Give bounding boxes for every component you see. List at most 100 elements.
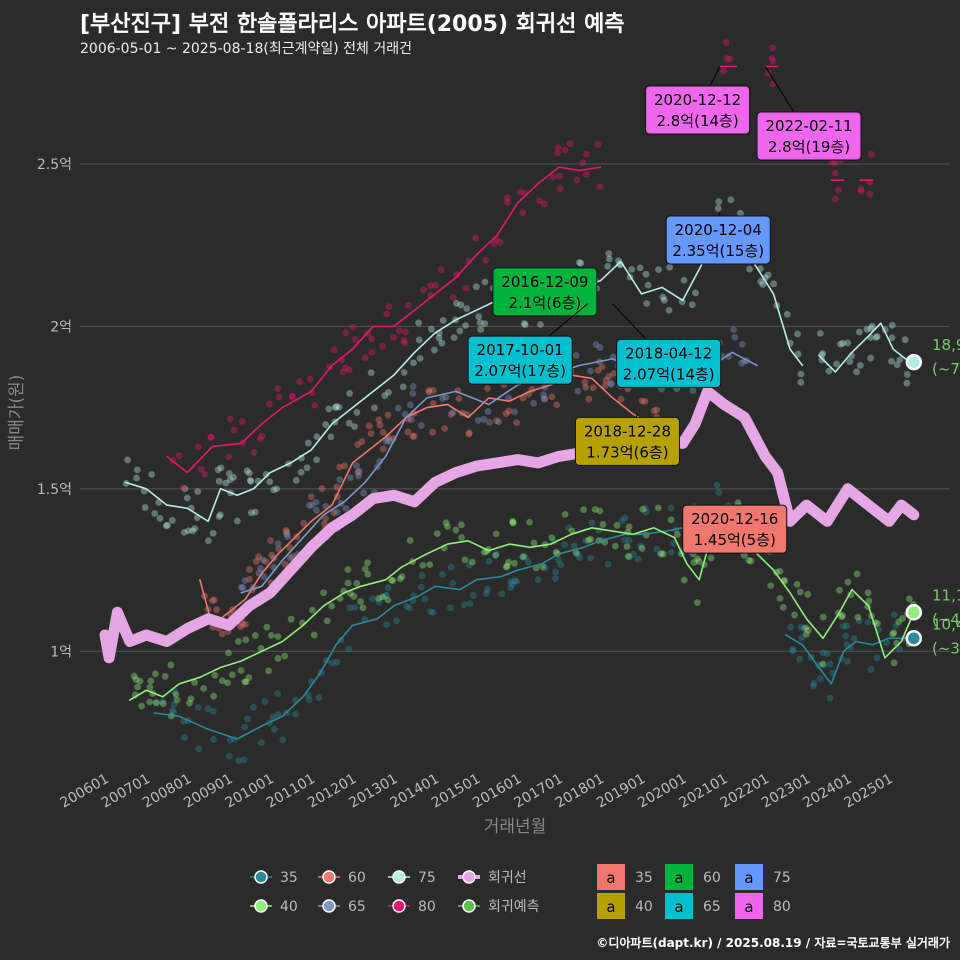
transaction-dot xyxy=(866,190,874,198)
transaction-dot xyxy=(839,612,846,619)
transaction-dot xyxy=(333,483,341,491)
transaction-dot xyxy=(555,556,562,564)
transaction-dot xyxy=(475,313,483,320)
transaction-dot xyxy=(872,333,880,341)
y-tick-label: 2.5억 xyxy=(37,157,72,173)
transaction-dot xyxy=(666,263,674,271)
transaction-dot xyxy=(345,645,352,653)
transaction-dot xyxy=(607,379,615,387)
legend-key-dot xyxy=(254,899,268,913)
transaction-dot xyxy=(673,531,681,538)
callout-date: 2022-02-11 xyxy=(765,117,852,135)
transaction-dot xyxy=(270,486,278,494)
transaction-dot xyxy=(689,387,697,394)
transaction-dot xyxy=(404,301,412,309)
transaction-dot xyxy=(189,527,197,535)
transaction-dot xyxy=(438,339,446,347)
callout-date: 2016-12-09 xyxy=(501,273,588,291)
transaction-dot xyxy=(540,395,548,403)
transaction-dot xyxy=(328,659,336,667)
transaction-dot xyxy=(394,404,402,412)
transaction-dot xyxy=(670,540,677,547)
transaction-dot xyxy=(769,57,777,65)
transaction-dot xyxy=(427,608,434,615)
transaction-dot xyxy=(211,671,219,679)
callout-date: 2017-10-01 xyxy=(477,341,564,359)
legend-box-label: 35 xyxy=(635,870,653,886)
transaction-dot xyxy=(507,584,515,592)
transaction-dot xyxy=(230,473,237,481)
transaction-dot xyxy=(284,533,292,541)
transaction-dot xyxy=(462,322,469,329)
transaction-dot xyxy=(444,523,451,530)
transaction-dot xyxy=(667,516,675,524)
transaction-dot xyxy=(720,67,728,75)
transaction-dot xyxy=(492,530,500,538)
transaction-dot xyxy=(553,401,561,409)
transaction-dot xyxy=(587,367,594,375)
transaction-dot xyxy=(235,757,243,765)
callout-value: 2.1억(6층) xyxy=(509,294,582,312)
transaction-dot xyxy=(776,567,784,575)
transaction-dot xyxy=(599,521,607,528)
legend-key-dot xyxy=(392,899,406,913)
transaction-dot xyxy=(311,401,319,409)
transaction-dot xyxy=(216,511,224,519)
transaction-dot xyxy=(167,661,175,669)
transaction-dot xyxy=(274,540,282,548)
transaction-dot xyxy=(170,701,178,709)
transaction-dot xyxy=(576,259,583,266)
end-point xyxy=(905,604,923,621)
callout-value: 2.8억(19층) xyxy=(768,138,850,156)
transaction-dot xyxy=(255,553,263,561)
callout-box xyxy=(492,267,598,317)
transaction-dot xyxy=(180,529,188,536)
transaction-dot xyxy=(353,462,360,470)
transaction-dot xyxy=(124,456,131,464)
transaction-dot xyxy=(867,666,875,673)
legend-box xyxy=(597,893,625,919)
transaction-dot xyxy=(453,271,460,279)
transaction-dot xyxy=(449,409,457,416)
transaction-dot xyxy=(731,333,739,341)
transaction-dot xyxy=(201,470,209,478)
transaction-dot xyxy=(715,198,723,206)
transaction-dot xyxy=(181,734,188,742)
transaction-dot xyxy=(511,408,518,416)
transaction-dot xyxy=(540,391,547,399)
transaction-dot xyxy=(520,552,528,560)
transaction-dot xyxy=(591,506,599,513)
transaction-dot xyxy=(483,589,490,597)
transaction-dot xyxy=(336,476,344,484)
callout-date: 2020-12-04 xyxy=(675,221,762,239)
transaction-dot xyxy=(551,575,559,582)
transaction-dot xyxy=(642,270,650,278)
transaction-dot xyxy=(404,428,412,436)
legend-label: 회귀선 xyxy=(488,870,527,886)
transaction-dot xyxy=(172,690,180,698)
transaction-dot xyxy=(246,476,254,484)
transaction-dot xyxy=(439,317,447,324)
transaction-dot xyxy=(492,550,500,558)
transaction-dot xyxy=(831,169,839,177)
transaction-dot xyxy=(625,523,633,531)
transaction-dot xyxy=(210,735,217,743)
transaction-dot xyxy=(452,526,460,534)
transaction-dot xyxy=(476,319,484,327)
transaction-dot xyxy=(549,173,557,181)
transaction-dot xyxy=(496,239,504,246)
transaction-dot xyxy=(905,595,913,603)
transaction-dot xyxy=(537,321,544,328)
transaction-dot xyxy=(857,185,865,193)
transaction-dot xyxy=(585,536,592,544)
transaction-dot xyxy=(279,736,287,744)
transaction-dot xyxy=(653,406,661,414)
transaction-dot xyxy=(304,439,312,447)
transaction-dot xyxy=(379,428,387,436)
transaction-dot xyxy=(421,595,429,603)
transaction-dot xyxy=(461,556,469,564)
transaction-dot xyxy=(385,303,393,310)
end-label-value: 18,912 xyxy=(932,336,960,354)
transaction-dot xyxy=(605,372,613,380)
transaction-dot xyxy=(458,521,465,529)
